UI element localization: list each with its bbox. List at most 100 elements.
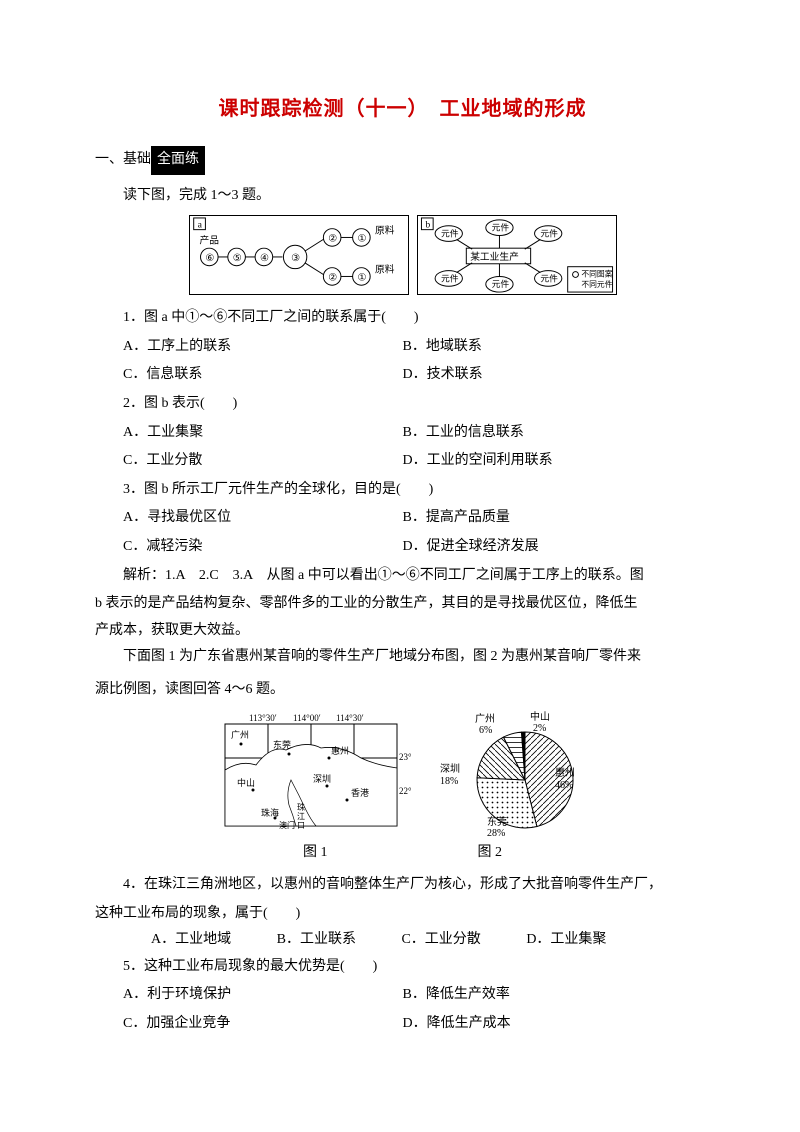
q2-b: B．工业的信息联系 [403,420,711,447]
svg-text:香港: 香港 [351,787,369,798]
svg-text:深圳: 深圳 [313,774,331,784]
svg-text:不同图案: 不同图案 [581,269,612,279]
section-prefix: 一、基础 [95,147,151,174]
svg-text:东莞: 东莞 [273,739,291,750]
section-heading: 一、基础 全面练 [95,146,710,175]
svg-text:28%: 28% [487,828,505,838]
svg-text:22°30′: 22°30′ [399,786,411,796]
instruction-1: 读下图，完成 1～3 题。 [95,183,710,210]
raw1: 原料 [375,224,395,237]
explain-1b: b 表示的是产品结构复杂、零部件多的工业的分散生产，其目的是寻找最优区位，降低生 [95,591,710,618]
svg-text:澳门: 澳门 [279,820,295,830]
q5-row2: C．加强企业竞争 D．降低生产成本 [95,1011,710,1038]
label-b: b [425,220,430,231]
svg-text:惠州: 惠州 [555,766,575,779]
q3-a: A．寻找最优区位 [95,505,403,532]
label-a: a [197,220,202,231]
svg-text:元件: 元件 [491,222,509,233]
svg-text:惠州: 惠州 [331,745,349,756]
q4-line1: 4．在珠江三角洲地区，以惠州的音响整体生产厂为核心，形成了大批音响零件生产厂， [95,872,710,899]
explain-1c: 产成本，获取更大效益。 [95,618,710,645]
q1-c: C．信息联系 [95,362,403,389]
svg-text:江: 江 [297,812,305,821]
svg-text:2%: 2% [533,723,546,734]
fig-labels: 图 1 图 2 [95,840,710,867]
product-label: 产品 [199,233,219,246]
explain-1a: 解析：1.A 2.C 3.A 从图 a 中可以看出①～⑥不同工厂之间属于工序上的… [95,563,710,590]
svg-text:⑥: ⑥ [205,253,214,264]
diagram-b: b 某工业生产 元件 元件 元件 元件 元件 元件 不同图案 不同元件 [417,215,617,295]
svg-text:18%: 18% [440,776,458,787]
svg-text:③: ③ [291,253,300,264]
svg-text:114°30′: 114°30′ [336,713,364,723]
instruction-2a: 下面图 1 为广东省惠州某音响的零件生产厂地域分布图，图 2 为惠州某音响厂零件… [95,644,710,671]
pie-chart: 惠州46% 东莞28% 深圳18% 广州6% 中山2% [435,710,595,838]
q1-b: B．地域联系 [403,334,711,361]
q1-row2: C．信息联系 D．技术联系 [95,362,710,389]
svg-text:珠海: 珠海 [261,807,279,818]
q5-row1: A．利于环境保护 B．降低生产效率 [95,982,710,1009]
diagram-row-1: a 产品 ⑥ ⑤ ④ ③ ② ② ① ① 原料 原料 b 某工业生产 元件 元件… [95,215,710,295]
raw2: 原料 [375,263,395,276]
svg-text:④: ④ [260,253,269,264]
q3-c: C．减轻污染 [95,534,403,561]
map-figure: 113°30′ 114°00′ 114°30′ 23°00′ 22°30′ 广州… [211,710,411,838]
diagram-a: a 产品 ⑥ ⑤ ④ ③ ② ② ① ① 原料 原料 [189,215,409,295]
svg-text:珠: 珠 [297,802,305,812]
q5-a: A．利于环境保护 [95,982,403,1009]
svg-text:口: 口 [297,821,305,830]
fig-label-2: 图 2 [478,840,503,867]
svg-text:①: ① [357,273,366,284]
svg-text:元件: 元件 [540,273,558,284]
q2-c: C．工业分散 [95,448,403,475]
q1-stem: 1．图 a 中①～⑥不同工厂之间的联系属于( ) [95,305,710,332]
svg-text:元件: 元件 [491,278,509,289]
svg-text:元件: 元件 [440,228,458,239]
svg-text:②: ② [328,273,337,284]
q3-b: B．提高产品质量 [403,505,711,532]
svg-text:⑤: ⑤ [232,253,241,264]
svg-text:②: ② [328,234,337,245]
q4-b: B．工业联系 [249,927,356,954]
svg-text:46%: 46% [555,780,573,791]
q5-b: B．降低生产效率 [403,982,711,1009]
q3-row2: C．减轻污染 D．促进全球经济发展 [95,534,710,561]
q4-line2: 这种工业布局的现象，属于( ) [95,901,710,928]
q4-c: C．工业分散 [373,927,480,954]
svg-text:23°00′: 23°00′ [399,752,411,762]
fig-label-1: 图 1 [303,840,328,867]
svg-text:中山: 中山 [530,710,550,723]
svg-text:广州: 广州 [231,729,249,740]
q4-d: D．工业集聚 [498,927,606,954]
q3-stem: 3．图 b 所示工厂元件生产的全球化，目的是( ) [95,477,710,504]
svg-text:114°00′: 114°00′ [293,713,321,723]
svg-text:不同元件: 不同元件 [581,279,612,289]
q5-stem: 5．这种工业布局现象的最大优势是( ) [95,954,710,981]
center-label: 某工业生产 [470,250,519,263]
q1-row1: A．工序上的联系 B．地域联系 [95,334,710,361]
q3-d: D．促进全球经济发展 [403,534,711,561]
q2-stem: 2．图 b 表示( ) [95,391,710,418]
svg-text:东莞: 东莞 [487,815,507,828]
svg-text:元件: 元件 [440,273,458,284]
svg-text:中山: 中山 [237,777,255,788]
q5-c: C．加强企业竞争 [95,1011,403,1038]
svg-text:深圳: 深圳 [440,763,460,775]
q1-d: D．技术联系 [403,362,711,389]
figure-row: 113°30′ 114°00′ 114°30′ 23°00′ 22°30′ 广州… [95,710,710,838]
q5-d: D．降低生产成本 [403,1011,711,1038]
svg-text:113°30′: 113°30′ [249,713,277,723]
svg-text:6%: 6% [479,725,492,736]
q2-row2: C．工业分散 D．工业的空间利用联系 [95,448,710,475]
q2-d: D．工业的空间利用联系 [403,448,711,475]
page-title: 课时跟踪检测（十一） 工业地域的形成 [95,90,710,128]
section-box: 全面练 [151,146,205,175]
svg-text:元件: 元件 [540,228,558,239]
q1-a: A．工序上的联系 [95,334,403,361]
q4-a: A．工业地域 [123,927,231,954]
svg-text:①: ① [357,234,366,245]
q2-a: A．工业集聚 [95,420,403,447]
instruction-2b: 源比例图，读图回答 4～6 题。 [95,677,710,704]
q2-row1: A．工业集聚 B．工业的信息联系 [95,420,710,447]
svg-text:广州: 广州 [475,713,495,725]
